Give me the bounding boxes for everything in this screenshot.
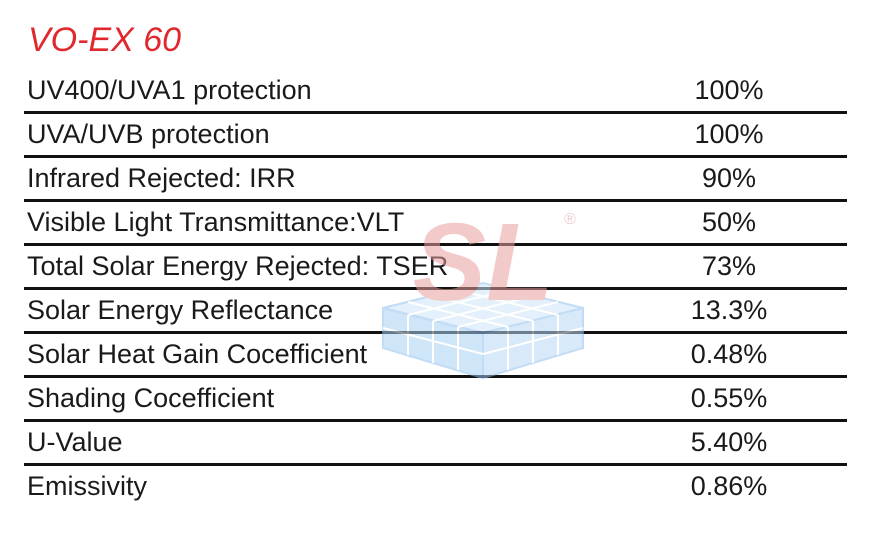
row-value: 73% (701, 251, 757, 281)
product-title: VO-EX 60 (28, 21, 182, 59)
row-label: U-Value (27, 427, 123, 457)
row-label: Visible Light Transmittance:VLT (27, 207, 405, 237)
row-value: 90% (701, 163, 757, 193)
row-label: UVA/UVB protection (27, 119, 270, 149)
row-label: Infrared Rejected: IRR (27, 163, 296, 193)
table-row: UVA/UVB protection 100% (24, 114, 847, 158)
row-label: Solar Heat Gain Cocefficient (27, 339, 368, 369)
table-row: UV400/UVA1 protection 100% (24, 70, 847, 114)
row-value: 13.3% (690, 295, 768, 325)
table-row: Solar Heat Gain Cocefficient 0.48% (24, 334, 847, 378)
table-row: Solar Energy Reflectance 13.3% (24, 290, 847, 334)
table-row: Infrared Rejected: IRR 90% (24, 158, 847, 202)
row-label: Shading Cocefficient (27, 383, 275, 413)
row-value: 0.55% (690, 383, 768, 413)
table-row: U-Value 5.40% (24, 422, 847, 466)
row-value: 0.48% (690, 339, 768, 369)
row-value: 5.40% (690, 427, 768, 457)
row-label: Total Solar Energy Rejected: TSER (27, 251, 449, 281)
table-row: Total Solar Energy Rejected: TSER 73% (24, 246, 847, 290)
row-value: 0.86% (690, 471, 768, 501)
row-label: Emissivity (27, 471, 147, 501)
table-row: Visible Light Transmittance:VLT 50% (24, 202, 847, 246)
table-row: Emissivity 0.86% (24, 466, 847, 507)
row-value: 50% (701, 207, 757, 237)
row-label: UV400/UVA1 protection (27, 75, 312, 105)
row-value: 100% (694, 119, 764, 149)
spec-table: UV400/UVA1 protection 100% UVA/UVB prote… (24, 70, 847, 507)
row-label: Solar Energy Reflectance (27, 295, 334, 325)
row-value: 100% (694, 75, 764, 105)
table-row: Shading Cocefficient 0.55% (24, 378, 847, 422)
